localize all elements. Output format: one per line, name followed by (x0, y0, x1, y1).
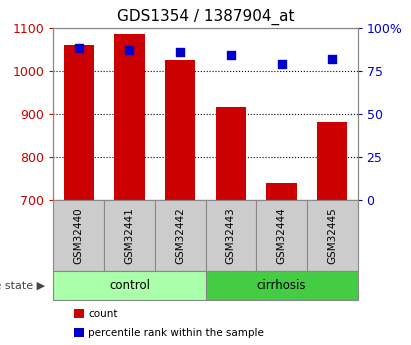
Point (329, 56, 335, 61)
Bar (317, 122, 347, 200)
Point (126, 47, 133, 53)
Text: control: control (109, 279, 150, 292)
Title: GDS1354 / 1387904_at: GDS1354 / 1387904_at (117, 9, 294, 25)
Bar (266, 183, 297, 200)
Text: GSM32442: GSM32442 (175, 207, 185, 264)
Bar (114, 34, 145, 200)
Text: GSM32441: GSM32441 (125, 207, 134, 264)
Text: GSM32444: GSM32444 (277, 207, 286, 264)
Point (228, 52, 234, 58)
Text: GSM32445: GSM32445 (327, 207, 337, 264)
Text: GSM32440: GSM32440 (74, 207, 84, 264)
Bar (165, 60, 195, 200)
Bar (216, 107, 246, 200)
Text: disease state ▶: disease state ▶ (0, 280, 45, 290)
Point (76, 46, 82, 51)
Text: percentile rank within the sample: percentile rank within the sample (88, 328, 264, 338)
Point (278, 61, 285, 67)
Bar (64, 45, 94, 200)
Text: GSM32443: GSM32443 (226, 207, 236, 264)
Text: count: count (88, 309, 118, 319)
Point (177, 49, 183, 55)
Text: cirrhosis: cirrhosis (257, 279, 306, 292)
